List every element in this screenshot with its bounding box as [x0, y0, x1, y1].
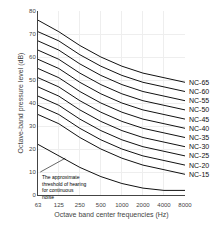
- svg-text:NC-45: NC-45: [189, 116, 209, 123]
- svg-text:NC-25: NC-25: [189, 152, 209, 159]
- svg-text:1000: 1000: [115, 202, 129, 208]
- svg-text:NC-20: NC-20: [189, 162, 209, 169]
- svg-text:40: 40: [29, 100, 36, 106]
- svg-text:4000: 4000: [157, 202, 171, 208]
- svg-text:8000: 8000: [178, 202, 192, 208]
- svg-text:63: 63: [35, 202, 42, 208]
- svg-text:50: 50: [29, 77, 36, 83]
- svg-text:Octave band center frequencies: Octave band center frequencies (Hz): [54, 211, 168, 219]
- svg-text:500: 500: [96, 202, 107, 208]
- svg-text:Octave-band pressure level (dB: Octave-band pressure level (dB): [17, 53, 25, 154]
- svg-text:30: 30: [29, 123, 36, 129]
- svg-text:NC-35: NC-35: [189, 134, 209, 141]
- svg-text:20: 20: [29, 146, 36, 152]
- svg-text:NC-50: NC-50: [189, 106, 209, 113]
- svg-text:NC-55: NC-55: [189, 97, 209, 104]
- svg-text:NC-40: NC-40: [189, 125, 209, 132]
- svg-text:2000: 2000: [136, 202, 150, 208]
- svg-text:60: 60: [29, 54, 36, 60]
- svg-text:NC-30: NC-30: [189, 143, 209, 150]
- svg-text:250: 250: [75, 202, 86, 208]
- svg-text:125: 125: [54, 202, 65, 208]
- svg-text:NC-60: NC-60: [189, 88, 209, 95]
- svg-text:NC-15: NC-15: [189, 171, 209, 178]
- svg-text:10: 10: [29, 169, 36, 175]
- svg-text:The approximatethreshold of he: The approximatethreshold of hearingfor c…: [42, 174, 86, 200]
- svg-text:80: 80: [29, 8, 36, 14]
- svg-text:0: 0: [32, 192, 36, 198]
- svg-text:NC-65: NC-65: [189, 79, 209, 86]
- svg-text:70: 70: [29, 31, 36, 37]
